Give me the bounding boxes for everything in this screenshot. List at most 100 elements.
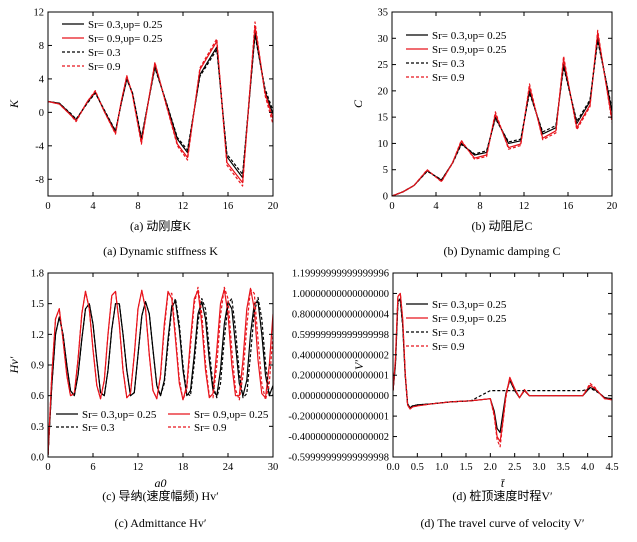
legend-entry: Sr= 0.9,υp= 0.25 bbox=[88, 33, 163, 45]
x-tick-label-c: 18 bbox=[178, 462, 189, 473]
y-tick-label-a: 0 bbox=[39, 108, 44, 119]
x-tick-label-b: 0 bbox=[389, 201, 394, 212]
x-axis-label-d: t̄ bbox=[501, 476, 505, 490]
legend-entry: Sr= 0.9,υp= 0.25 bbox=[432, 313, 507, 325]
legend-entry: Sr= 0.3,υp= 0.25 bbox=[432, 299, 507, 311]
y-tick-label-a: -4 bbox=[35, 141, 44, 152]
y-tick-label-c: 1.8 bbox=[31, 269, 44, 280]
y-tick-label-d: 0.20000000000000001 bbox=[292, 371, 389, 382]
legend-entry: Sr= 0.9 bbox=[194, 422, 227, 434]
y-tick-label-b: 10 bbox=[378, 139, 389, 150]
plot-frame-b bbox=[391, 11, 613, 197]
legend-entry: Sr= 0.3 bbox=[432, 327, 465, 339]
caption-en-d: (d) The travel curve of velocity V′ bbox=[420, 516, 584, 530]
x-tick-label-d: 1.0 bbox=[435, 462, 448, 473]
y-tick-label-d: 0.59999999999999998 bbox=[292, 330, 389, 341]
x-tick-label-a: 20 bbox=[268, 201, 279, 212]
x-tick-label-b: 16 bbox=[563, 201, 574, 212]
x-tick-label-c: 30 bbox=[268, 462, 279, 473]
legend-entry: Sr= 0.3,υp= 0.25 bbox=[432, 30, 507, 42]
x-tick-label-a: 12 bbox=[178, 201, 189, 212]
legend-a: Sr= 0.3,υp= 0.25 Sr= 0.9,υp= 0.25 Sr= 0.3 S… bbox=[62, 19, 163, 73]
series-line-b-3 bbox=[392, 29, 612, 196]
x-tick-label-d: 4.5 bbox=[605, 462, 618, 473]
x-tick-label-b: 4 bbox=[433, 201, 439, 212]
x-tick-label-d: 4.0 bbox=[581, 462, 594, 473]
series-line-d-3 bbox=[393, 292, 612, 448]
legend-entry: Sr= 0.3 bbox=[88, 47, 121, 59]
y-tick-label-a: 12 bbox=[34, 8, 45, 19]
series-line-a-1 bbox=[48, 25, 273, 184]
x-tick-label-c: 24 bbox=[223, 462, 234, 473]
x-tick-label-d: 1.5 bbox=[459, 462, 472, 473]
x-tick-label-d: 3.5 bbox=[557, 462, 570, 473]
chart-panel-d: 0.0 0.5 1.0 1.5 2.0 2.5 3.0 3.5 4.0 4.5 -0.5999999… bbox=[288, 269, 618, 531]
caption-cn-b: (b) 动阻尼C bbox=[472, 219, 533, 233]
legend-entry: Sr= 0.9,υp= 0.25 bbox=[432, 44, 507, 56]
y-tick-label-b: 20 bbox=[378, 86, 389, 97]
x-tick-label-d: 3.0 bbox=[532, 462, 545, 473]
caption-cn-a: (a) 动刚度K bbox=[130, 218, 191, 233]
y-axis-label-d: V′ bbox=[352, 360, 366, 370]
plot-frame-a bbox=[47, 11, 274, 197]
y-tick-label-d: 0.80000000000000004 bbox=[292, 309, 390, 320]
y-axis-label-a: K bbox=[7, 99, 21, 109]
legend-entry: Sr= 0.9 bbox=[88, 61, 121, 73]
x-tick-label-d: 2.5 bbox=[508, 462, 521, 473]
legend-entry: Sr= 0.9 bbox=[432, 341, 465, 353]
y-tick-label-d: 0.40000000000000002 bbox=[292, 350, 389, 361]
x-tick-label-b: 8 bbox=[477, 201, 482, 212]
y-tick-label-d: -0.40000000000000002 bbox=[288, 432, 389, 443]
chart-panel-c: 0 6 12 18 24 30 0.0 0.3 0.6 0.9 1.2 1.5 1.8 Hv′ a0 Sr= … bbox=[7, 269, 278, 531]
caption-en-b: (b) Dynamic damping C bbox=[444, 244, 561, 258]
x-tick-label-a: 8 bbox=[135, 201, 140, 212]
legend-entry: Sr= 0.9 bbox=[432, 72, 465, 84]
caption-en-c: (c) Admittance Hv′ bbox=[115, 516, 207, 530]
x-tick-label-a: 16 bbox=[223, 201, 234, 212]
x-tick-label-b: 12 bbox=[519, 201, 530, 212]
y-tick-label-b: 25 bbox=[378, 60, 389, 71]
x-tick-label-c: 0 bbox=[45, 462, 50, 473]
caption-en-a: (a) Dynamic stiffness K bbox=[103, 244, 218, 258]
legend-entry: Sr= 0.9,υp= 0.25 bbox=[194, 409, 269, 421]
y-tick-label-b: 5 bbox=[383, 165, 388, 176]
legend-entry: Sr= 0.3 bbox=[432, 58, 465, 70]
y-tick-label-a: 4 bbox=[39, 74, 45, 85]
x-tick-label-a: 4 bbox=[90, 201, 96, 212]
y-tick-label-d: -0.59999999999999998 bbox=[288, 453, 389, 464]
y-tick-label-d: 0.00000000000000000 bbox=[292, 391, 389, 402]
y-tick-label-c: 1.2 bbox=[31, 330, 44, 341]
x-tick-label-a: 0 bbox=[45, 201, 50, 212]
legend-d: Sr= 0.3,υp= 0.25 Sr= 0.9,υp= 0.25 Sr= 0.3 S… bbox=[406, 299, 507, 353]
y-tick-label-b: 30 bbox=[378, 34, 389, 45]
series-line-c-3 bbox=[48, 286, 273, 456]
legend-entry: Sr= 0.3,υp= 0.25 bbox=[82, 409, 157, 421]
chart-panel-b: 0 4 8 12 16 20 0 5 10 15 20 25 30 35 C Sr= 0.3,υp= 0.25… bbox=[351, 8, 617, 259]
y-axis-label-c: Hv′ bbox=[7, 356, 21, 374]
y-tick-label-b: 15 bbox=[378, 113, 389, 124]
caption-cn-c: (c) 导纳(速度幅频) Hv′ bbox=[102, 488, 219, 503]
y-tick-label-b: 35 bbox=[378, 8, 389, 19]
y-axis-label-b: C bbox=[351, 99, 365, 108]
x-tick-label-d: 0.5 bbox=[411, 462, 424, 473]
series-line-a-0 bbox=[48, 32, 273, 179]
series-line-c-2 bbox=[48, 296, 273, 456]
series-line-a-3 bbox=[48, 21, 273, 187]
y-tick-label-c: 0.9 bbox=[31, 361, 44, 372]
x-tick-label-c: 6 bbox=[90, 462, 95, 473]
caption-cn-d: (d) 桩顶速度时程V′ bbox=[452, 488, 553, 503]
legend-c: Sr= 0.3,υp= 0.25 Sr= 0.9,υp= 0.25 Sr= 0.3 S… bbox=[56, 409, 269, 434]
y-tick-label-c: 0.6 bbox=[31, 391, 44, 402]
x-tick-label-d: 0.0 bbox=[386, 462, 399, 473]
legend-entry: Sr= 0.3,υp= 0.25 bbox=[88, 19, 163, 31]
series-line-d-2 bbox=[393, 300, 612, 409]
y-tick-label-a: 8 bbox=[39, 41, 44, 52]
y-tick-label-d: 1.00000000000000000 bbox=[292, 289, 389, 300]
series-line-a-2 bbox=[48, 34, 273, 175]
legend-entry: Sr= 0.3 bbox=[82, 422, 115, 434]
x-tick-label-d: 2.0 bbox=[484, 462, 497, 473]
x-axis-label-c: a0 bbox=[155, 476, 167, 490]
y-tick-label-c: 1.5 bbox=[31, 299, 44, 310]
